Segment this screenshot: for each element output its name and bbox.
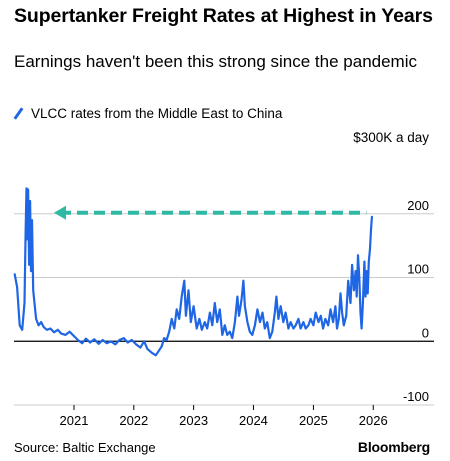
x-tick-label: 2021 bbox=[60, 413, 89, 428]
x-tick-label: 2026 bbox=[359, 413, 388, 428]
annotation-arrow-head bbox=[53, 205, 66, 220]
y-tick-label: 100 bbox=[407, 262, 429, 277]
x-tick-label: 2023 bbox=[179, 413, 208, 428]
y-axis-tick-labels: -100 0 100 200 bbox=[403, 198, 429, 404]
x-tick-label: 2022 bbox=[119, 413, 148, 428]
legend-label: VLCC rates from the Middle East to China bbox=[31, 105, 283, 121]
y-tick-label: -100 bbox=[403, 389, 429, 404]
source-note: Source: Baltic Exchange bbox=[14, 440, 156, 455]
y-tick-label: 0 bbox=[422, 325, 429, 340]
bloomberg-logo: Bloomberg bbox=[357, 439, 430, 455]
y-axis-unit-label: $300K a day bbox=[353, 130, 429, 145]
legend: VLCC rates from the Middle East to China bbox=[13, 104, 283, 122]
x-tick-label: 2024 bbox=[239, 413, 268, 428]
x-axis-ticks: 2021 2022 2023 2024 2025 2026 bbox=[60, 405, 388, 428]
x-tick-label: 2025 bbox=[299, 413, 328, 428]
annotation-group bbox=[53, 205, 367, 220]
chart-title: Supertanker Freight Rates at Highest in … bbox=[14, 5, 433, 27]
chart-subtitle: Earnings haven't been this strong since … bbox=[14, 52, 417, 71]
y-tick-label: 200 bbox=[407, 198, 429, 213]
series-line bbox=[13, 187, 373, 357]
series-group bbox=[13, 187, 373, 357]
